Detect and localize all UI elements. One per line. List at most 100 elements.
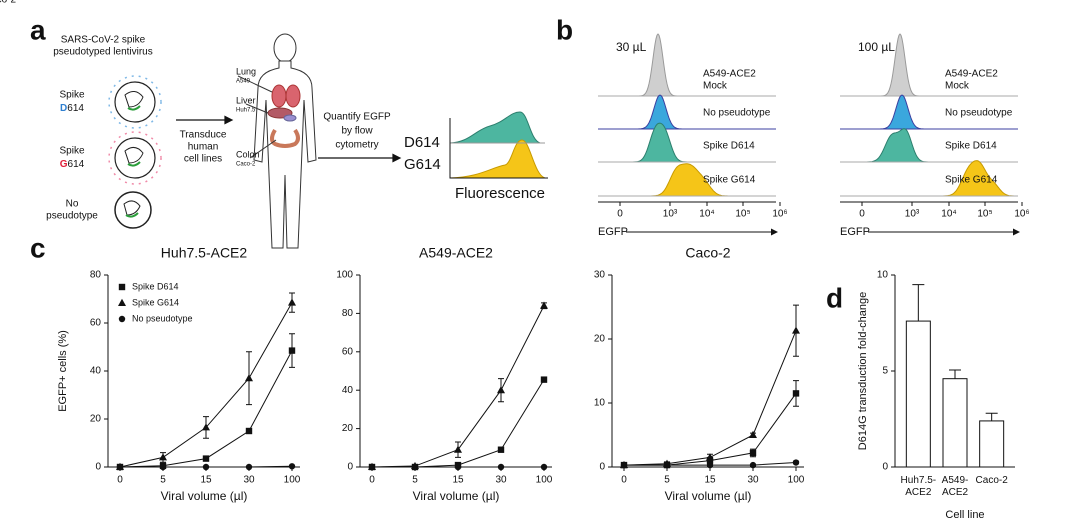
- column-title: 30 µL: [616, 40, 647, 54]
- organ-cell: Huh7.5: [236, 108, 256, 114]
- x-tick-label: 5: [412, 475, 418, 486]
- y-tick-label: 0: [95, 462, 101, 473]
- marker: [620, 461, 628, 469]
- x-tick-label: 0: [621, 475, 627, 486]
- panel-letter: d: [826, 282, 843, 313]
- histogram-axis-label: Fluorescence: [455, 185, 545, 202]
- column-title: 100 µL: [858, 40, 895, 54]
- marker: [540, 376, 548, 383]
- row-label: Mock: [945, 81, 970, 92]
- marker: [202, 423, 210, 431]
- marker: [792, 459, 800, 466]
- organ-name: Colon: [236, 149, 260, 159]
- virus-d614: [108, 75, 162, 129]
- y-tick-label: 10: [594, 398, 606, 409]
- x-tick-label: 0: [369, 475, 375, 486]
- x-tick-label: 10³: [905, 209, 920, 220]
- series-line: [623, 330, 797, 466]
- marker: [368, 463, 376, 471]
- x-tick-label: 10⁶: [1014, 209, 1029, 220]
- marker: [159, 453, 167, 461]
- marker: [288, 298, 296, 306]
- step-label: cell lines: [184, 154, 222, 165]
- x-tick-label: A549-ACE2: [942, 475, 969, 498]
- variant-letter: D: [60, 103, 67, 114]
- variant-label: Spike: [59, 146, 84, 157]
- y-tick-label: 60: [90, 318, 102, 329]
- error-bar: [949, 369, 961, 379]
- marker: [663, 461, 671, 469]
- marker: [118, 298, 126, 306]
- y-tick-label: 100: [336, 270, 353, 281]
- y-tick-label: 80: [90, 270, 102, 281]
- x-tick-label: 10⁶: [772, 209, 787, 220]
- virus-none: [114, 191, 152, 229]
- marker: [118, 315, 126, 323]
- organ-name: Liver: [236, 95, 256, 105]
- marker: [159, 463, 167, 471]
- x-axis-label: Cell line: [945, 509, 984, 521]
- variant-suffix: 614: [68, 159, 85, 170]
- row-label: Spike D614: [703, 141, 755, 152]
- arrow-head: [1013, 228, 1020, 236]
- y-tick-label: 5: [882, 366, 888, 377]
- bar: [905, 320, 931, 468]
- axis-label: EGFP: [840, 226, 870, 238]
- x-tick-label: 5: [160, 475, 166, 486]
- arrow-head: [771, 228, 778, 236]
- organ-cell: A549: [236, 79, 251, 85]
- marker: [749, 430, 757, 438]
- bar: [942, 378, 968, 468]
- x-tick-label: 30: [495, 475, 507, 486]
- no-pseudotype-label: No: [66, 199, 79, 210]
- axis-label: EGFP: [598, 226, 628, 238]
- row-label: No pseudotype: [945, 108, 1013, 119]
- step-label: by flow: [341, 126, 373, 137]
- x-tick-label: 10⁴: [699, 209, 714, 220]
- x-tick-label: 15: [200, 475, 212, 486]
- row-label: Mock: [703, 81, 728, 92]
- y-tick-label: 20: [342, 423, 354, 434]
- marker: [288, 347, 296, 354]
- marker: [118, 283, 126, 291]
- series-line: [119, 350, 293, 468]
- x-axis-label: Viral volume (µl): [161, 489, 248, 503]
- marker: [792, 326, 800, 334]
- histogram-label: G614: [404, 156, 441, 173]
- row-label: Spike D614: [945, 141, 997, 152]
- row-label: No pseudotype: [703, 108, 771, 119]
- virus-title: SARS-CoV-2 spike: [61, 35, 146, 46]
- step-label: Quantify EGFP: [323, 112, 391, 123]
- y-tick-label: 30: [594, 270, 606, 281]
- marker: [245, 463, 253, 471]
- marker: [749, 461, 757, 469]
- marker: [706, 461, 714, 469]
- row-label: Spike G614: [945, 175, 998, 186]
- variant-letter: G: [60, 159, 68, 170]
- marker: [497, 386, 505, 394]
- row-label: Spike G614: [703, 175, 756, 186]
- y-tick-label: 40: [342, 385, 354, 396]
- x-tick-label: 15: [704, 475, 716, 486]
- y-tick-label: 10: [877, 270, 889, 281]
- x-tick-label: 0: [617, 209, 623, 220]
- marker: [116, 463, 124, 471]
- x-tick-label: 10³: [663, 209, 678, 220]
- x-axis-label: Viral volume (µl): [413, 489, 500, 503]
- row-label: A549-ACE2: [703, 69, 756, 80]
- x-tick-label: 5: [664, 475, 670, 486]
- legend-label: No pseudotype: [132, 313, 193, 323]
- error-bar: [985, 412, 998, 421]
- y-tick-label: 0: [347, 462, 353, 473]
- marker: [497, 463, 505, 471]
- arrows: [176, 115, 402, 163]
- x-tick-label: 0: [859, 209, 865, 220]
- chart-title: Caco-2: [685, 245, 730, 261]
- marker: [454, 445, 462, 453]
- row-label: A549-ACE2: [945, 69, 998, 80]
- marker: [202, 455, 210, 462]
- marker: [288, 463, 296, 470]
- marker: [245, 374, 253, 382]
- chart-title: Huh7.5-ACE2: [161, 245, 248, 261]
